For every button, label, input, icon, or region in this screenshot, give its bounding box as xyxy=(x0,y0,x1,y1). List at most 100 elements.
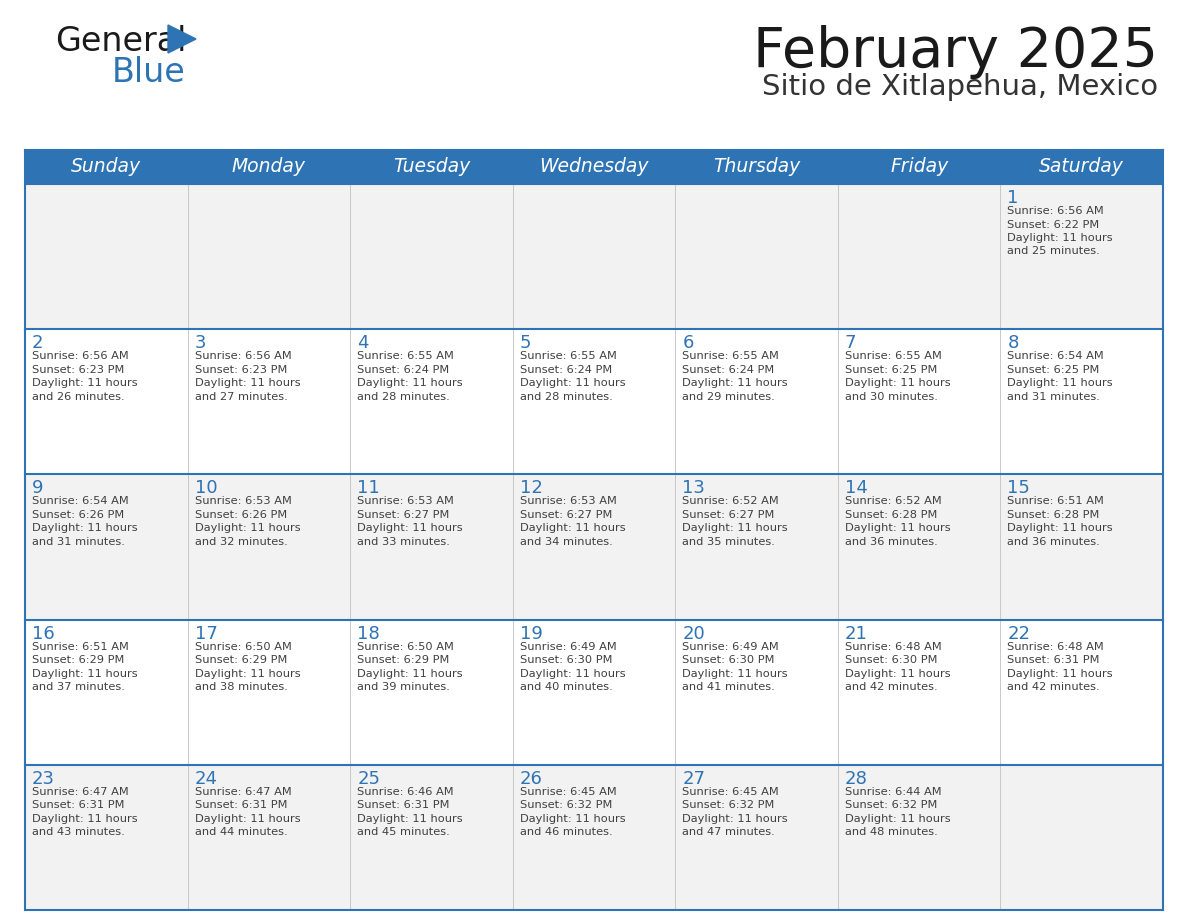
Text: Sunrise: 6:55 AM: Sunrise: 6:55 AM xyxy=(519,352,617,361)
Text: and 29 minutes.: and 29 minutes. xyxy=(682,392,775,402)
Text: Sunrise: 6:48 AM: Sunrise: 6:48 AM xyxy=(1007,642,1104,652)
Text: 9: 9 xyxy=(32,479,44,498)
Text: 21: 21 xyxy=(845,624,867,643)
Text: Sunset: 6:27 PM: Sunset: 6:27 PM xyxy=(519,509,612,520)
Text: and 36 minutes.: and 36 minutes. xyxy=(1007,537,1100,547)
Text: Sunrise: 6:54 AM: Sunrise: 6:54 AM xyxy=(32,497,128,507)
Text: Sunrise: 6:54 AM: Sunrise: 6:54 AM xyxy=(1007,352,1104,361)
Text: 14: 14 xyxy=(845,479,867,498)
Bar xyxy=(25,475,1163,620)
Text: Sunset: 6:30 PM: Sunset: 6:30 PM xyxy=(519,655,612,666)
Text: 1: 1 xyxy=(1007,189,1019,207)
Text: Daylight: 11 hours: Daylight: 11 hours xyxy=(1007,523,1113,533)
Text: and 35 minutes.: and 35 minutes. xyxy=(682,537,775,547)
Text: 11: 11 xyxy=(358,479,380,498)
Text: and 32 minutes.: and 32 minutes. xyxy=(195,537,287,547)
Text: Sunrise: 6:49 AM: Sunrise: 6:49 AM xyxy=(519,642,617,652)
Text: Sunset: 6:24 PM: Sunset: 6:24 PM xyxy=(519,364,612,375)
Text: Daylight: 11 hours: Daylight: 11 hours xyxy=(195,813,301,823)
Text: Sunrise: 6:50 AM: Sunrise: 6:50 AM xyxy=(358,642,454,652)
Text: and 36 minutes.: and 36 minutes. xyxy=(845,537,937,547)
Text: Daylight: 11 hours: Daylight: 11 hours xyxy=(195,378,301,388)
Text: 18: 18 xyxy=(358,624,380,643)
Text: Daylight: 11 hours: Daylight: 11 hours xyxy=(32,668,138,678)
Text: Sunset: 6:28 PM: Sunset: 6:28 PM xyxy=(845,509,937,520)
Polygon shape xyxy=(168,25,196,53)
Text: Daylight: 11 hours: Daylight: 11 hours xyxy=(845,813,950,823)
Text: Sunset: 6:32 PM: Sunset: 6:32 PM xyxy=(845,800,937,811)
Text: Sunrise: 6:49 AM: Sunrise: 6:49 AM xyxy=(682,642,779,652)
Bar xyxy=(25,150,1163,184)
Text: Sunrise: 6:55 AM: Sunrise: 6:55 AM xyxy=(358,352,454,361)
Text: and 42 minutes.: and 42 minutes. xyxy=(1007,682,1100,692)
Text: Daylight: 11 hours: Daylight: 11 hours xyxy=(358,523,463,533)
Text: 12: 12 xyxy=(519,479,543,498)
Text: and 37 minutes.: and 37 minutes. xyxy=(32,682,125,692)
Text: Daylight: 11 hours: Daylight: 11 hours xyxy=(682,813,788,823)
Text: Sunset: 6:25 PM: Sunset: 6:25 PM xyxy=(845,364,937,375)
Text: Sunset: 6:24 PM: Sunset: 6:24 PM xyxy=(682,364,775,375)
Text: Sunset: 6:30 PM: Sunset: 6:30 PM xyxy=(682,655,775,666)
Text: 3: 3 xyxy=(195,334,206,353)
Text: Daylight: 11 hours: Daylight: 11 hours xyxy=(358,378,463,388)
Text: Sunrise: 6:51 AM: Sunrise: 6:51 AM xyxy=(1007,497,1105,507)
Text: Sunset: 6:29 PM: Sunset: 6:29 PM xyxy=(32,655,125,666)
Text: Sunrise: 6:47 AM: Sunrise: 6:47 AM xyxy=(32,787,128,797)
Text: and 46 minutes.: and 46 minutes. xyxy=(519,827,612,837)
Text: 6: 6 xyxy=(682,334,694,353)
Bar xyxy=(25,765,1163,910)
Text: Sunset: 6:27 PM: Sunset: 6:27 PM xyxy=(358,509,449,520)
Text: Sunrise: 6:56 AM: Sunrise: 6:56 AM xyxy=(32,352,128,361)
Text: Daylight: 11 hours: Daylight: 11 hours xyxy=(1007,233,1113,243)
Text: Sunset: 6:30 PM: Sunset: 6:30 PM xyxy=(845,655,937,666)
Text: Sunrise: 6:47 AM: Sunrise: 6:47 AM xyxy=(195,787,291,797)
Text: Sunset: 6:31 PM: Sunset: 6:31 PM xyxy=(195,800,287,811)
Text: Sunrise: 6:56 AM: Sunrise: 6:56 AM xyxy=(195,352,291,361)
Text: Sunrise: 6:46 AM: Sunrise: 6:46 AM xyxy=(358,787,454,797)
Text: Daylight: 11 hours: Daylight: 11 hours xyxy=(845,378,950,388)
Text: General: General xyxy=(55,25,187,58)
Text: and 44 minutes.: and 44 minutes. xyxy=(195,827,287,837)
Text: 5: 5 xyxy=(519,334,531,353)
Text: Sunrise: 6:55 AM: Sunrise: 6:55 AM xyxy=(845,352,942,361)
Text: Daylight: 11 hours: Daylight: 11 hours xyxy=(519,523,625,533)
Text: 28: 28 xyxy=(845,770,867,788)
Text: and 31 minutes.: and 31 minutes. xyxy=(32,537,125,547)
Text: Sunrise: 6:56 AM: Sunrise: 6:56 AM xyxy=(1007,206,1104,216)
Text: 26: 26 xyxy=(519,770,543,788)
Text: Sunset: 6:23 PM: Sunset: 6:23 PM xyxy=(32,364,125,375)
Text: Sunrise: 6:53 AM: Sunrise: 6:53 AM xyxy=(358,497,454,507)
Text: Daylight: 11 hours: Daylight: 11 hours xyxy=(682,523,788,533)
Text: Thursday: Thursday xyxy=(713,158,801,176)
Text: Sunset: 6:26 PM: Sunset: 6:26 PM xyxy=(32,509,125,520)
Text: Sitio de Xitlapehua, Mexico: Sitio de Xitlapehua, Mexico xyxy=(762,73,1158,101)
Text: 27: 27 xyxy=(682,770,706,788)
Text: Daylight: 11 hours: Daylight: 11 hours xyxy=(1007,668,1113,678)
Text: and 48 minutes.: and 48 minutes. xyxy=(845,827,937,837)
Text: 13: 13 xyxy=(682,479,706,498)
Text: and 33 minutes.: and 33 minutes. xyxy=(358,537,450,547)
Bar xyxy=(25,330,1163,475)
Text: Sunrise: 6:45 AM: Sunrise: 6:45 AM xyxy=(682,787,779,797)
Text: Sunset: 6:31 PM: Sunset: 6:31 PM xyxy=(32,800,125,811)
Text: Sunrise: 6:44 AM: Sunrise: 6:44 AM xyxy=(845,787,941,797)
Text: Wednesday: Wednesday xyxy=(539,158,649,176)
Text: 15: 15 xyxy=(1007,479,1030,498)
Text: and 43 minutes.: and 43 minutes. xyxy=(32,827,125,837)
Text: Sunrise: 6:53 AM: Sunrise: 6:53 AM xyxy=(519,497,617,507)
Text: and 27 minutes.: and 27 minutes. xyxy=(195,392,287,402)
Text: Daylight: 11 hours: Daylight: 11 hours xyxy=(358,813,463,823)
Text: Sunset: 6:24 PM: Sunset: 6:24 PM xyxy=(358,364,449,375)
Text: Daylight: 11 hours: Daylight: 11 hours xyxy=(519,378,625,388)
Text: Daylight: 11 hours: Daylight: 11 hours xyxy=(845,668,950,678)
Text: Daylight: 11 hours: Daylight: 11 hours xyxy=(195,523,301,533)
Text: and 28 minutes.: and 28 minutes. xyxy=(358,392,450,402)
Text: Monday: Monday xyxy=(232,158,305,176)
Text: Friday: Friday xyxy=(890,158,948,176)
Text: 19: 19 xyxy=(519,624,543,643)
Text: Daylight: 11 hours: Daylight: 11 hours xyxy=(682,668,788,678)
Text: and 45 minutes.: and 45 minutes. xyxy=(358,827,450,837)
Text: Daylight: 11 hours: Daylight: 11 hours xyxy=(32,813,138,823)
Text: and 40 minutes.: and 40 minutes. xyxy=(519,682,613,692)
Text: Sunrise: 6:53 AM: Sunrise: 6:53 AM xyxy=(195,497,291,507)
